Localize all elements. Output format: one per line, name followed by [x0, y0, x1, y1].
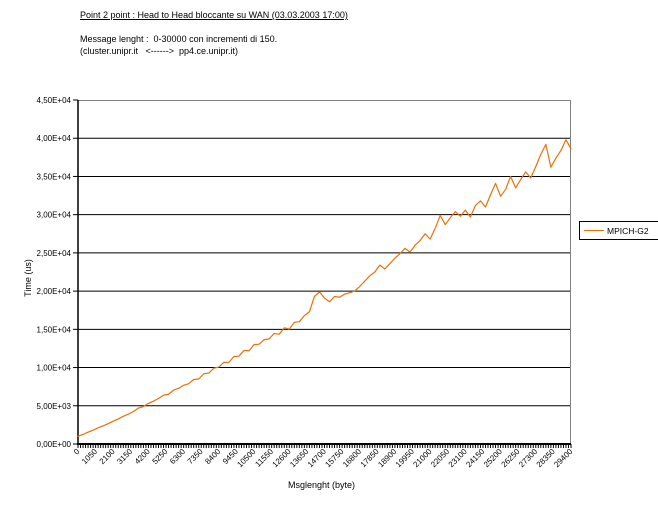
chart-subtitle-line1: Message lenght : 0-30000 con incrementi … [80, 34, 278, 44]
x-tick-label: 1050 [80, 447, 99, 466]
chart-title: Point 2 point : Head to Head bloccante s… [80, 10, 348, 20]
x-tick-label: 10500 [235, 447, 257, 469]
y-tick-label: 0,00E+00 [37, 440, 72, 449]
x-tick-label: 7350 [186, 447, 205, 466]
x-tick-label: 22050 [429, 447, 451, 469]
y-tick-label: 4,50E+04 [37, 96, 72, 105]
x-tick-label: 5250 [151, 447, 170, 466]
x-minor-ticks [77, 444, 572, 448]
legend-box: MPICH-G2 [579, 221, 658, 240]
legend-series-line-marker [584, 230, 604, 231]
series-line-MPICH-G2 [77, 139, 572, 437]
plot-border [78, 100, 571, 444]
y-tick-label: 4,00E+04 [37, 134, 72, 143]
legend-series-label: MPICH-G2 [607, 225, 649, 236]
x-tick-label: 25200 [482, 447, 504, 469]
x-tick-label: 19950 [394, 447, 416, 469]
x-tick-label: 16800 [341, 447, 363, 469]
x-tick-label: 13650 [288, 447, 310, 469]
chart-subtitle-line2: (cluster.unipr.it <------> pp4.ce.unipr.… [80, 46, 239, 56]
x-tick-label: 17850 [359, 447, 381, 469]
x-tick-label: 12600 [271, 447, 293, 469]
y-tick-label: 5,00E+03 [37, 402, 72, 411]
y-tick-label: 1,50E+04 [37, 325, 72, 334]
x-tick-label: 24150 [464, 447, 486, 469]
y-tick-label: 1,00E+04 [37, 364, 72, 373]
x-tick-label: 29400 [552, 447, 574, 469]
x-tick-label: 6300 [168, 447, 187, 466]
x-tick-label: 4200 [133, 447, 152, 466]
x-tick-label: 3150 [115, 447, 134, 466]
x-tick-label: 2100 [98, 447, 117, 466]
x-tick-label: 18900 [376, 447, 398, 469]
x-tick-label: 23100 [447, 447, 469, 469]
y-tick-label: 3,00E+04 [37, 211, 72, 220]
x-tick-label: 28350 [535, 447, 557, 469]
x-axis-title: Msglenght (byte) [288, 480, 356, 490]
x-tick-label: 14700 [306, 447, 328, 469]
y-tick-label: 2,50E+04 [37, 249, 72, 258]
x-tick-label: 21000 [411, 447, 433, 469]
x-tick-label: 0 [72, 447, 82, 457]
x-tick-label: 8400 [203, 447, 222, 466]
x-tick-label: 27300 [517, 447, 539, 469]
y-tick-label: 2,00E+04 [37, 287, 72, 296]
x-tick-label: 15750 [323, 447, 345, 469]
y-tick-label: 3,50E+04 [37, 172, 72, 181]
x-tick-label: 26250 [499, 447, 521, 469]
